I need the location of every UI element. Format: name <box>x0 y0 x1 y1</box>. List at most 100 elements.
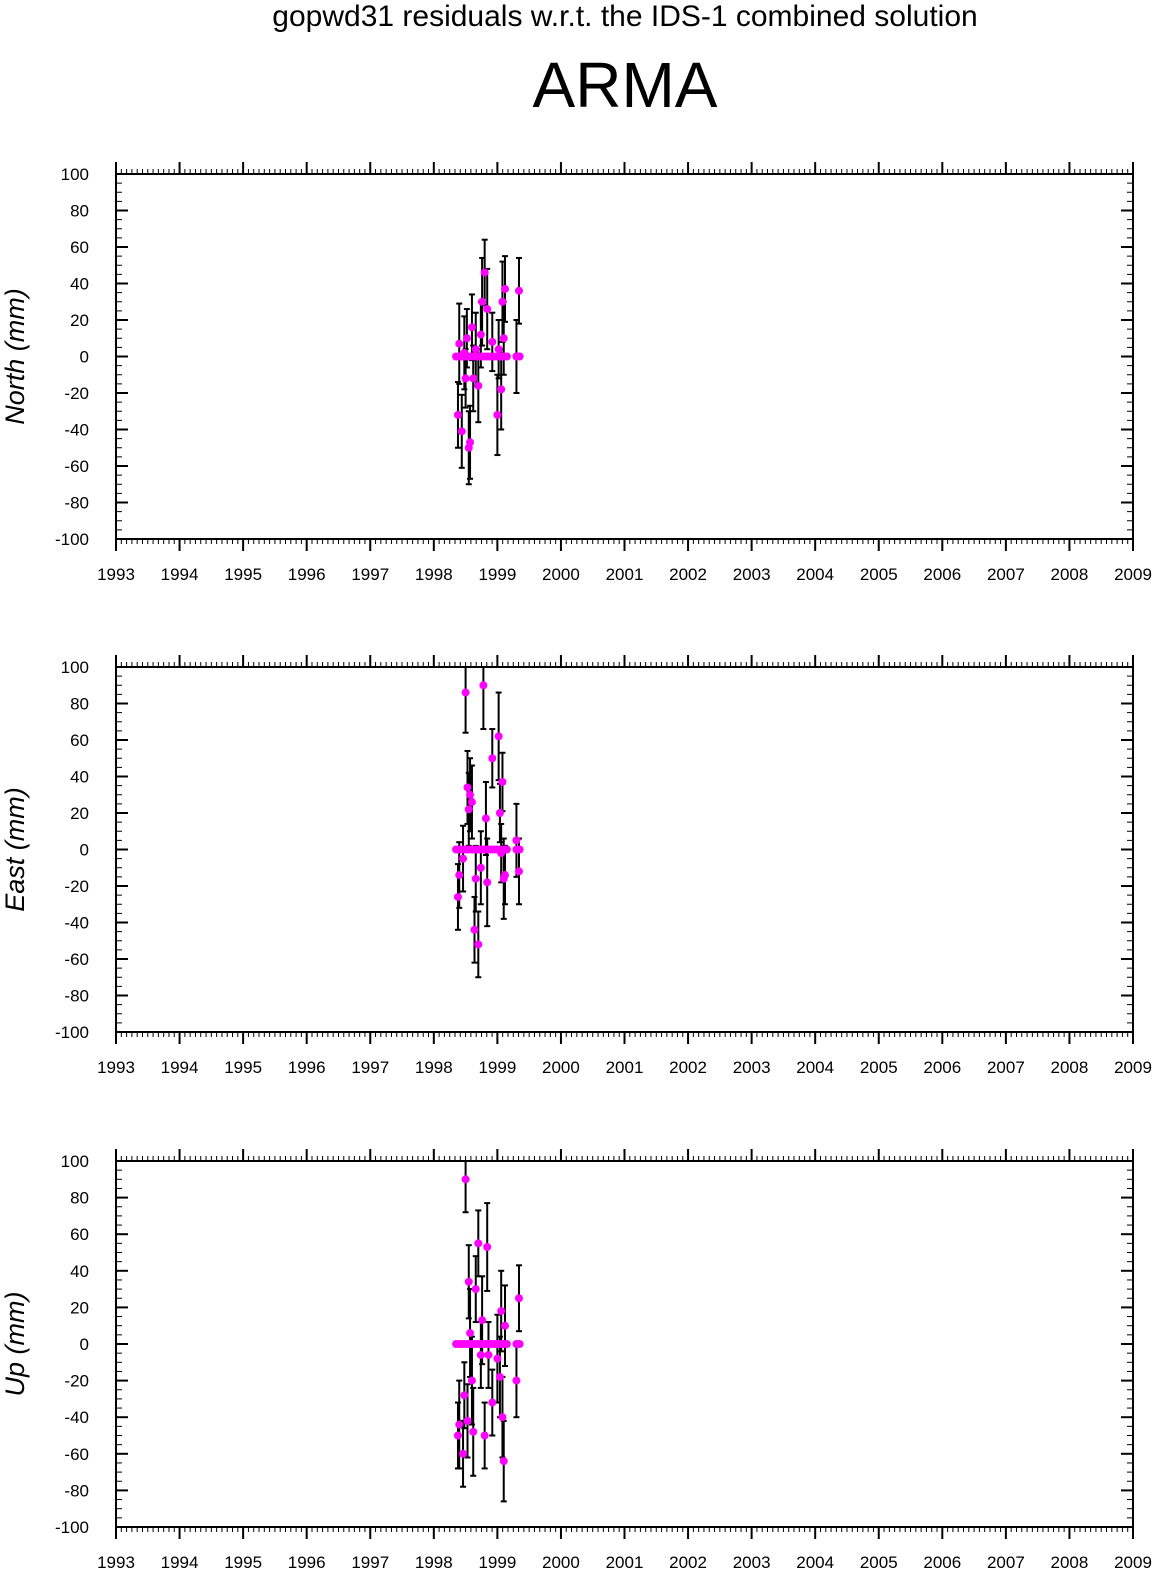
x-tick-label: 1994 <box>161 1553 199 1572</box>
y-tick-label: 20 <box>70 311 89 330</box>
y-tick-label: -80 <box>64 1481 89 1500</box>
data-point <box>455 871 464 880</box>
x-tick-label: 1993 <box>97 1058 135 1077</box>
x-tick-label: 2009 <box>1114 565 1152 584</box>
data-point <box>460 1391 469 1400</box>
x-tick-label: 2006 <box>923 565 961 584</box>
zero-point <box>515 845 524 854</box>
data-point <box>474 940 483 949</box>
data-point <box>512 836 521 845</box>
y-tick-label: -20 <box>64 384 89 403</box>
y-tick-label: -20 <box>64 877 89 896</box>
x-tick-label: 1994 <box>161 1058 199 1077</box>
x-tick-label: 1995 <box>224 1553 262 1572</box>
x-tick-label: 1993 <box>97 1553 135 1572</box>
data-point <box>474 1239 483 1248</box>
x-tick-label: 2008 <box>1051 1058 1089 1077</box>
y-tick-label: 0 <box>80 841 89 860</box>
data-point <box>476 1350 485 1359</box>
y-tick-label: -60 <box>64 950 89 969</box>
y-tick-label: -60 <box>64 1445 89 1464</box>
zero-point <box>502 1340 511 1348</box>
y-tick-label: -40 <box>64 914 89 933</box>
y-axis-label: North (mm) <box>0 288 30 425</box>
chart-panel-1: 1993 1994 1995 1996 1997 1998 1999 2000 2001 2002… <box>0 162 1152 584</box>
x-tick-label: 1997 <box>351 565 389 584</box>
x-tick-label: 2001 <box>606 1058 644 1077</box>
x-tick-label: 2008 <box>1051 1553 1089 1572</box>
data-point <box>476 330 485 339</box>
x-tick-label: 2008 <box>1051 565 1089 584</box>
plot-frame <box>115 666 1134 1033</box>
x-tick-label: 2000 <box>542 1553 580 1572</box>
data-point <box>467 798 476 807</box>
data-point <box>469 1427 478 1436</box>
data-point <box>463 1416 472 1425</box>
zero-point <box>515 1340 524 1348</box>
data-point <box>483 305 492 314</box>
data-point <box>497 385 506 394</box>
data-point <box>453 410 462 419</box>
data-point <box>466 438 475 447</box>
zero-point <box>502 845 511 854</box>
data-point <box>466 790 475 799</box>
y-tick-label: 100 <box>61 658 89 677</box>
x-tick-label: 1994 <box>161 565 199 584</box>
data-point <box>494 732 503 741</box>
x-tick-label: 2006 <box>923 1553 961 1572</box>
data-point <box>498 1413 507 1422</box>
data-point <box>460 348 469 357</box>
x-tick-label: 1999 <box>478 1553 516 1572</box>
x-tick-label: 2009 <box>1114 1553 1152 1572</box>
data-point <box>483 1243 492 1252</box>
data-layer <box>452 667 524 979</box>
data-point <box>461 1175 470 1184</box>
data-point <box>471 1285 480 1294</box>
x-tick-label: 2000 <box>542 565 580 584</box>
x-tick-label: 2001 <box>606 1553 644 1572</box>
x-tick-label: 2004 <box>796 565 834 584</box>
data-point <box>455 339 464 348</box>
x-tick-label: 2007 <box>987 1553 1025 1572</box>
y-tick-label: -40 <box>64 421 89 440</box>
data-layer <box>452 1161 524 1503</box>
x-tick-label: 2000 <box>542 1058 580 1077</box>
data-point <box>512 1376 521 1385</box>
chart-supertitle: gopwd31 residuals w.r.t. the IDS-1 combi… <box>272 0 978 33</box>
x-tick-label: 1999 <box>478 1058 516 1077</box>
data-point <box>484 1350 493 1359</box>
data-point <box>471 345 480 354</box>
y-axis-label: East (mm) <box>0 787 30 912</box>
data-point <box>471 874 480 883</box>
y-tick-label: 40 <box>70 275 89 294</box>
x-tick-label: 2005 <box>860 1058 898 1077</box>
y-tick-label: -100 <box>55 530 89 549</box>
x-tick-label: 2005 <box>860 565 898 584</box>
x-tick-label: 2003 <box>733 1058 771 1077</box>
x-tick-label: 2006 <box>923 1058 961 1077</box>
x-tick-label: 2002 <box>669 565 707 584</box>
data-point <box>469 374 478 383</box>
x-tick-label: 2003 <box>733 1553 771 1572</box>
y-tick-label: -100 <box>55 1023 89 1042</box>
data-point <box>462 334 471 343</box>
data-point <box>457 427 466 436</box>
data-point <box>497 1307 506 1316</box>
y-tick-label: -80 <box>64 494 89 513</box>
y-tick-label: 100 <box>61 1152 89 1171</box>
data-point <box>474 381 483 390</box>
y-tick-label: -40 <box>64 1408 89 1427</box>
x-tick-label: 2005 <box>860 1553 898 1572</box>
plot-frame <box>115 1160 1134 1528</box>
y-tick-label: -100 <box>55 1518 89 1537</box>
data-point <box>497 849 506 858</box>
data-point <box>481 814 490 823</box>
data-point <box>463 783 472 792</box>
data-layer <box>452 238 524 486</box>
x-tick-label: 2002 <box>669 1553 707 1572</box>
x-tick-label: 1996 <box>288 565 326 584</box>
x-tick-label: 2001 <box>606 565 644 584</box>
x-tick-label: 1993 <box>97 565 135 584</box>
x-tick-label: 1999 <box>478 565 516 584</box>
